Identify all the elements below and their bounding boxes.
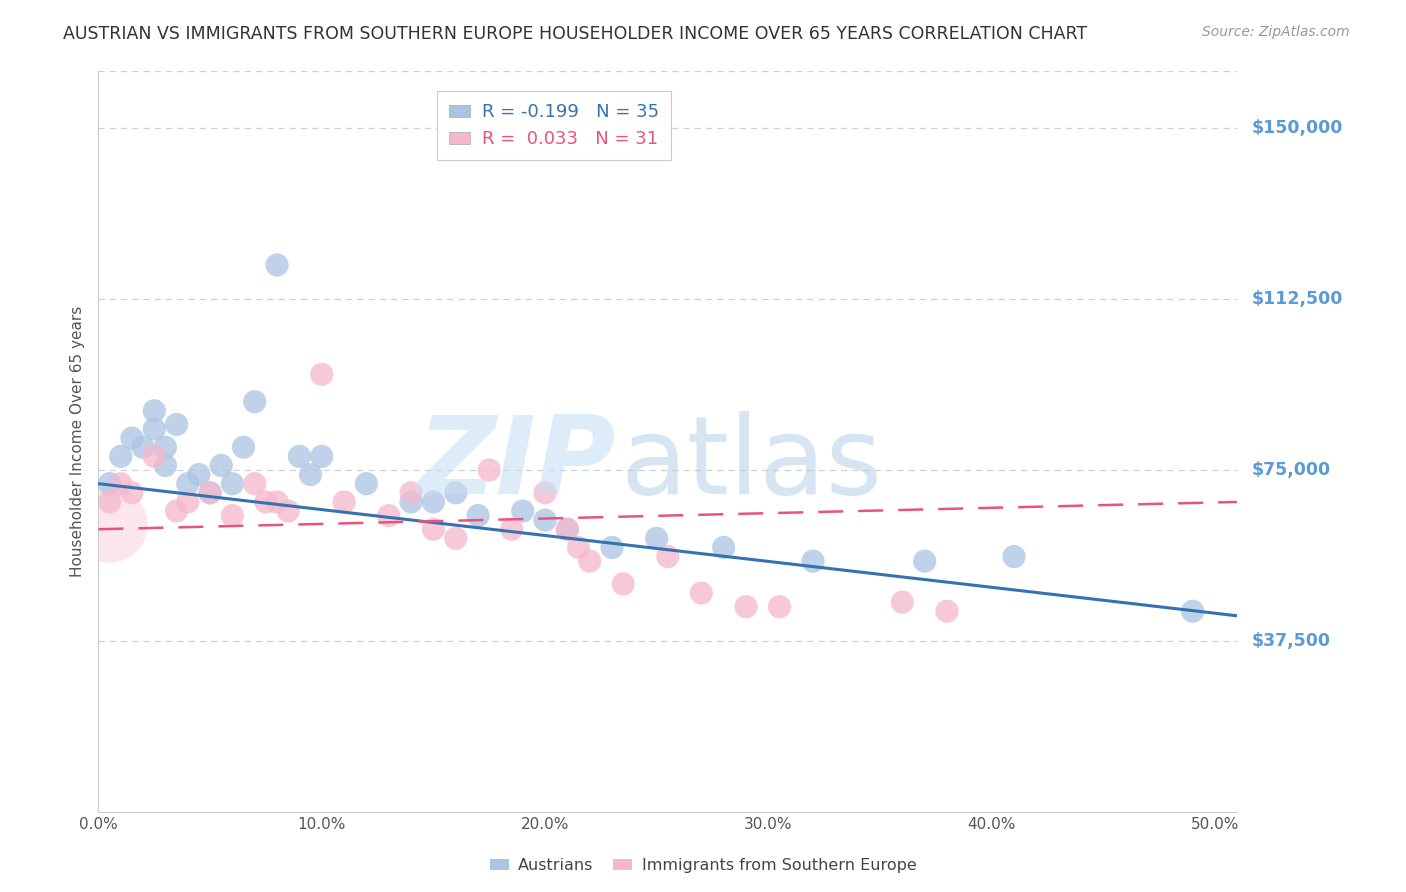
Point — [567, 541, 589, 555]
Point — [121, 485, 143, 500]
Point — [121, 431, 143, 445]
Point — [166, 504, 188, 518]
Point — [243, 394, 266, 409]
Point — [557, 522, 579, 536]
Point — [98, 495, 121, 509]
Point — [422, 495, 444, 509]
Text: $112,500: $112,500 — [1251, 290, 1343, 308]
Legend: R = -0.199   N = 35, R =  0.033   N = 31: R = -0.199 N = 35, R = 0.033 N = 31 — [437, 91, 671, 161]
Point — [612, 577, 634, 591]
Point — [221, 476, 243, 491]
Point — [209, 458, 232, 473]
Point — [221, 508, 243, 523]
Point — [444, 532, 467, 546]
Legend: Austrians, Immigrants from Southern Europe: Austrians, Immigrants from Southern Euro… — [484, 852, 922, 880]
Point — [311, 368, 333, 382]
Point — [534, 485, 557, 500]
Point — [232, 440, 254, 454]
Point — [132, 440, 155, 454]
Point — [266, 495, 288, 509]
Point — [198, 485, 221, 500]
Text: $150,000: $150,000 — [1251, 120, 1343, 137]
Point — [690, 586, 713, 600]
Point — [266, 258, 288, 272]
Point — [557, 522, 579, 536]
Point — [768, 599, 790, 614]
Text: Source: ZipAtlas.com: Source: ZipAtlas.com — [1202, 25, 1350, 39]
Point — [399, 495, 422, 509]
Text: AUSTRIAN VS IMMIGRANTS FROM SOUTHERN EUROPE HOUSEHOLDER INCOME OVER 65 YEARS COR: AUSTRIAN VS IMMIGRANTS FROM SOUTHERN EUR… — [63, 25, 1087, 43]
Point — [1002, 549, 1025, 564]
Point — [478, 463, 501, 477]
Point — [512, 504, 534, 518]
Point — [936, 604, 959, 618]
Point — [914, 554, 936, 568]
Point — [645, 532, 668, 546]
Point — [377, 508, 399, 523]
Point — [155, 440, 177, 454]
Point — [399, 485, 422, 500]
Point — [657, 549, 679, 564]
Point — [277, 504, 299, 518]
Point — [198, 485, 221, 500]
Point — [187, 467, 209, 482]
Text: atlas: atlas — [620, 410, 882, 516]
Point — [110, 476, 132, 491]
Point — [1181, 604, 1204, 618]
Point — [333, 495, 356, 509]
Text: $37,500: $37,500 — [1251, 632, 1330, 650]
Point — [356, 476, 378, 491]
Text: ZIP: ZIP — [418, 410, 617, 516]
Point — [735, 599, 758, 614]
Point — [299, 467, 322, 482]
Point — [177, 495, 200, 509]
Point — [110, 450, 132, 464]
Point — [311, 450, 333, 464]
Point — [422, 522, 444, 536]
Point — [578, 554, 600, 568]
Text: $75,000: $75,000 — [1251, 461, 1330, 479]
Point — [143, 404, 166, 418]
Point — [143, 422, 166, 436]
Point — [254, 495, 277, 509]
Point — [166, 417, 188, 432]
Point — [143, 450, 166, 464]
Point — [891, 595, 914, 609]
Point — [98, 476, 121, 491]
Point — [501, 522, 523, 536]
Point — [713, 541, 735, 555]
Point — [801, 554, 824, 568]
Point — [534, 513, 557, 527]
Point — [444, 485, 467, 500]
Point — [288, 450, 311, 464]
Point — [177, 476, 200, 491]
Point — [467, 508, 489, 523]
Point — [155, 458, 177, 473]
Point — [98, 517, 121, 532]
Y-axis label: Householder Income Over 65 years: Householder Income Over 65 years — [69, 306, 84, 577]
Point — [243, 476, 266, 491]
Point — [600, 541, 623, 555]
